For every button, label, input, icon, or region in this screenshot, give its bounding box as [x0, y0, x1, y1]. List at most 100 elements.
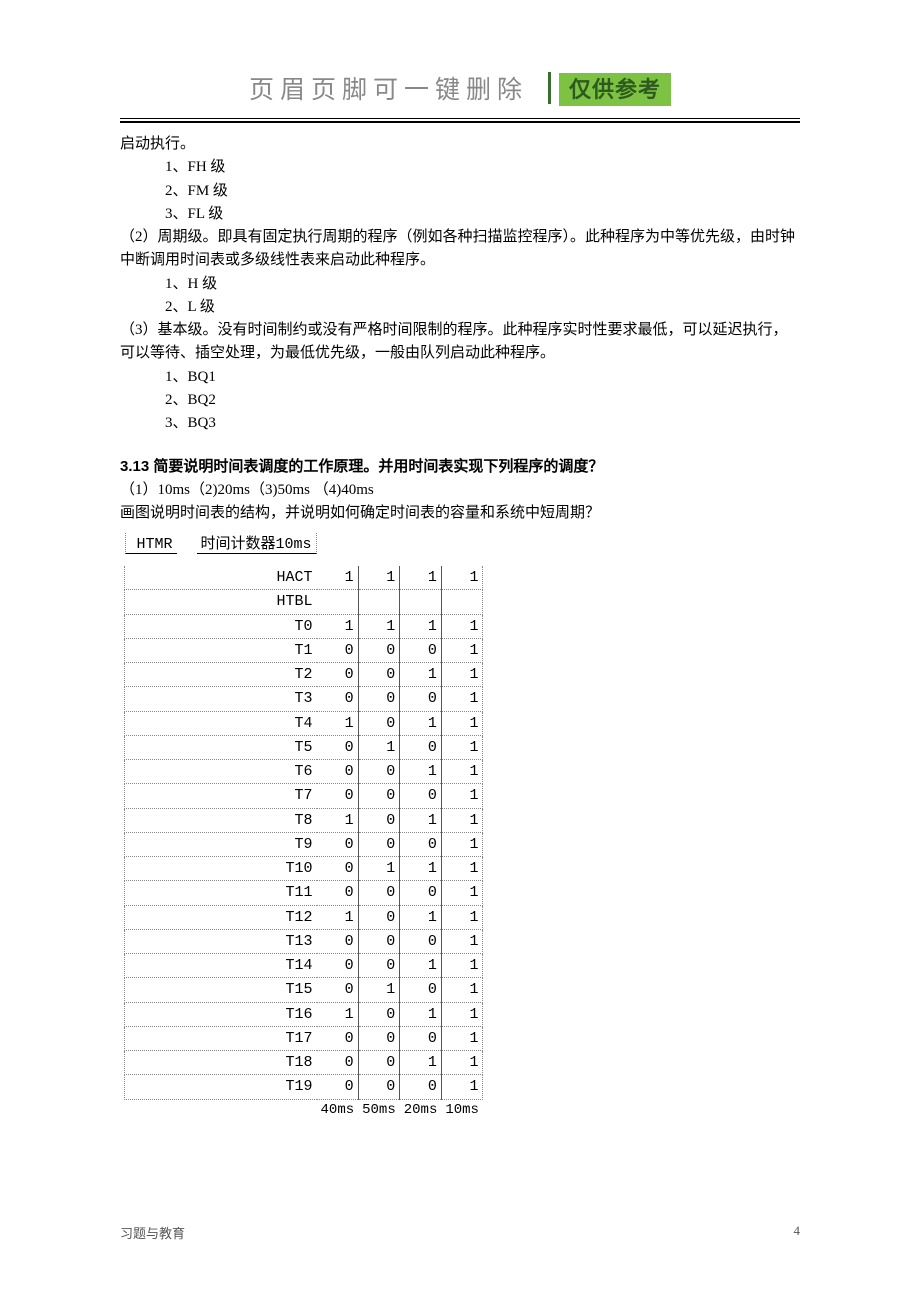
list-item: 3、BQ3 — [120, 412, 800, 435]
cell: 1 — [441, 711, 483, 735]
cell: 1 — [441, 566, 483, 590]
cell: 1 — [400, 663, 442, 687]
cell: 1 — [317, 711, 359, 735]
cell: 1 — [441, 784, 483, 808]
cell: 0 — [358, 1026, 400, 1050]
table-header-htmr: HTMR 时间计数器10ms — [125, 533, 317, 554]
table-row: T170001 — [125, 1026, 483, 1050]
cell: 1 — [441, 614, 483, 638]
footer-cell: 40ms — [317, 1099, 359, 1121]
table-row: T20011 — [125, 663, 483, 687]
row-label: HTMR — [125, 533, 177, 554]
table-footer: 40ms 50ms 20ms 10ms — [125, 1099, 483, 1121]
table-row: T140011 — [125, 954, 483, 978]
header-rule-thin — [120, 118, 800, 119]
section-heading: 3.13 简要说明时间表调度的工作原理。并用时间表实现下列程序的调度？ — [120, 455, 800, 478]
cell: 0 — [400, 929, 442, 953]
list-item: 2、FM 级 — [120, 180, 800, 203]
cell: 1 — [441, 857, 483, 881]
table-row: T50101 — [125, 735, 483, 759]
table-row: T81011 — [125, 808, 483, 832]
cell: 0 — [317, 1051, 359, 1075]
header-rule-thick — [120, 121, 800, 123]
cell: 1 — [441, 1051, 483, 1075]
cell: 0 — [317, 663, 359, 687]
paragraph: （1）10ms（2)20ms（3)50ms （4)40ms — [120, 479, 800, 502]
table-row-hact: HACT 1 1 1 1 — [125, 566, 483, 590]
row-label: T14 — [125, 954, 317, 978]
cell: 0 — [358, 929, 400, 953]
paragraph: （2）周期级。即具有固定执行周期的程序（例如各种扫描监控程序）。此种程序为中等优… — [120, 226, 800, 273]
document-page: 页眉页脚可一键删除 仅供参考 启动执行。 1、FH 级 2、FM 级 3、FL … — [0, 0, 920, 1161]
paragraph: 画图说明时间表的结构，并说明如何确定时间表的容量和系统中短周期？ — [120, 502, 800, 525]
cell: 0 — [358, 832, 400, 856]
table-row: T110001 — [125, 881, 483, 905]
cell — [317, 590, 359, 614]
row-label: T0 — [125, 614, 317, 638]
row-label: T7 — [125, 784, 317, 808]
cell: 1 — [441, 735, 483, 759]
cell: 0 — [400, 1026, 442, 1050]
row-label: T16 — [125, 1002, 317, 1026]
row-label: T5 — [125, 735, 317, 759]
cell: 1 — [441, 1002, 483, 1026]
cell: 0 — [400, 978, 442, 1002]
badge-wrapper: 仅供参考 — [548, 72, 671, 104]
cell: 0 — [358, 760, 400, 784]
cell: 0 — [358, 1075, 400, 1099]
cell: 1 — [400, 566, 442, 590]
list-item: 1、FH 级 — [120, 156, 800, 179]
row-label: T18 — [125, 1051, 317, 1075]
row-label — [125, 1099, 317, 1121]
row-label: HACT — [125, 566, 317, 590]
cell: 0 — [317, 760, 359, 784]
table-row: T90001 — [125, 832, 483, 856]
cell: 1 — [441, 663, 483, 687]
page-footer: 习题与教育 4 — [120, 1223, 800, 1242]
row-label: T13 — [125, 929, 317, 953]
cell: 0 — [400, 638, 442, 662]
cell: 1 — [441, 1075, 483, 1099]
table-row: T180011 — [125, 1051, 483, 1075]
cell — [358, 590, 400, 614]
cell: 1 — [441, 1026, 483, 1050]
cell: 0 — [317, 832, 359, 856]
cell: 0 — [317, 929, 359, 953]
row-label: T15 — [125, 978, 317, 1002]
cell: 1 — [441, 978, 483, 1002]
table-row: T30001 — [125, 687, 483, 711]
cell: 0 — [358, 1051, 400, 1075]
cell: 0 — [358, 881, 400, 905]
cell — [400, 590, 442, 614]
table-row: T161011 — [125, 1002, 483, 1026]
row-label: T12 — [125, 905, 317, 929]
table-row: T100111 — [125, 857, 483, 881]
row-label: T3 — [125, 687, 317, 711]
list-item: 1、BQ1 — [120, 366, 800, 389]
cell: 1 — [400, 857, 442, 881]
cell: 1 — [358, 614, 400, 638]
table-row: T60011 — [125, 760, 483, 784]
list-item: 1、H 级 — [120, 273, 800, 296]
cell: 1 — [358, 978, 400, 1002]
row-label: T1 — [125, 638, 317, 662]
cell: 0 — [358, 784, 400, 808]
cell: 1 — [400, 905, 442, 929]
list-item: 2、L 级 — [120, 296, 800, 319]
cell: 0 — [317, 1026, 359, 1050]
row-label: T10 — [125, 857, 317, 881]
cell: 1 — [400, 614, 442, 638]
cell: 0 — [317, 881, 359, 905]
table-row: T10001 — [125, 638, 483, 662]
cell: 0 — [358, 808, 400, 832]
cell: 0 — [400, 832, 442, 856]
footer-left: 习题与教育 — [120, 1223, 185, 1242]
page-header: 页眉页脚可一键删除 仅供参考 — [120, 70, 800, 106]
footer-cell: 10ms — [441, 1099, 483, 1121]
cell: 1 — [400, 1002, 442, 1026]
cell: 0 — [317, 954, 359, 978]
row-label: T8 — [125, 808, 317, 832]
table-row: T01111 — [125, 614, 483, 638]
cell: 1 — [400, 954, 442, 978]
cell: 1 — [400, 808, 442, 832]
